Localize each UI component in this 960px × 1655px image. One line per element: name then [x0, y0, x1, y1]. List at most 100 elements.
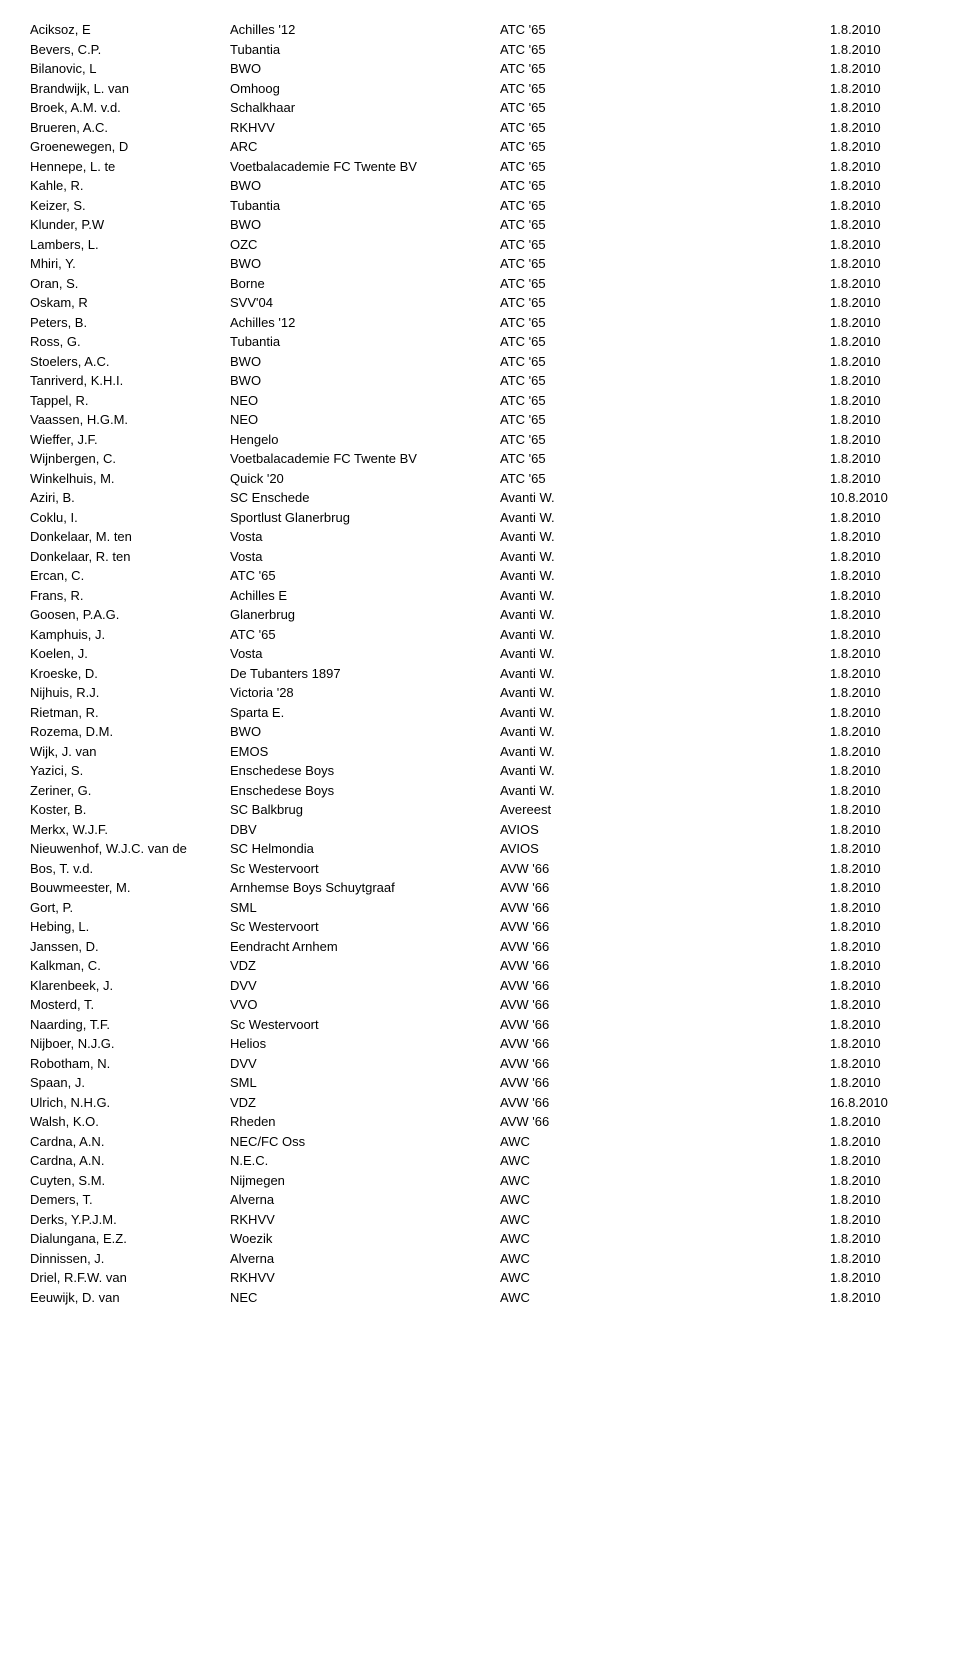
- transfer-date: 1.8.2010: [830, 196, 930, 216]
- table-row: Cuyten, S.M.NijmegenAWC1.8.2010: [30, 1171, 930, 1191]
- transfer-date: 1.8.2010: [830, 586, 930, 606]
- to-team: Avanti W.: [500, 605, 830, 625]
- to-team: AWC: [500, 1229, 830, 1249]
- player-name: Broek, A.M. v.d.: [30, 98, 230, 118]
- transfer-date: 1.8.2010: [830, 625, 930, 645]
- to-team: ATC '65: [500, 254, 830, 274]
- from-club: N.E.C.: [230, 1151, 500, 1171]
- transfer-date: 1.8.2010: [830, 449, 930, 469]
- transfer-date: 1.8.2010: [830, 1112, 930, 1132]
- transfer-date: 1.8.2010: [830, 781, 930, 801]
- player-name: Dialungana, E.Z.: [30, 1229, 230, 1249]
- player-name: Oskam, R: [30, 293, 230, 313]
- from-club: BWO: [230, 722, 500, 742]
- player-name: Bevers, C.P.: [30, 40, 230, 60]
- transfer-date: 1.8.2010: [830, 410, 930, 430]
- from-club: Helios: [230, 1034, 500, 1054]
- player-name: Lambers, L.: [30, 235, 230, 255]
- player-name: Stoelers, A.C.: [30, 352, 230, 372]
- to-team: Avanti W.: [500, 761, 830, 781]
- to-team: AVW '66: [500, 878, 830, 898]
- transfer-date: 1.8.2010: [830, 1034, 930, 1054]
- to-team: AVW '66: [500, 1093, 830, 1113]
- from-club: VDZ: [230, 956, 500, 976]
- from-club: DVV: [230, 976, 500, 996]
- to-team: ATC '65: [500, 430, 830, 450]
- player-name: Koelen, J.: [30, 644, 230, 664]
- table-row: Demers, T.AlvernaAWC1.8.2010: [30, 1190, 930, 1210]
- from-club: SML: [230, 898, 500, 918]
- to-team: ATC '65: [500, 332, 830, 352]
- table-row: Winkelhuis, M.Quick '20ATC '651.8.2010: [30, 469, 930, 489]
- from-club: Arnhemse Boys Schuytgraaf: [230, 878, 500, 898]
- to-team: Avanti W.: [500, 644, 830, 664]
- table-row: Kroeske, D.De Tubanters 1897Avanti W.1.8…: [30, 664, 930, 684]
- to-team: ATC '65: [500, 313, 830, 333]
- player-name: Klunder, P.W: [30, 215, 230, 235]
- to-team: ATC '65: [500, 59, 830, 79]
- player-name: Koster, B.: [30, 800, 230, 820]
- to-team: AVW '66: [500, 1073, 830, 1093]
- transfer-table: Aciksoz, EAchilles '12ATC '651.8.2010Bev…: [30, 20, 930, 1307]
- to-team: Avanti W.: [500, 488, 830, 508]
- table-row: Tappel, R.NEOATC '651.8.2010: [30, 391, 930, 411]
- transfer-date: 1.8.2010: [830, 391, 930, 411]
- player-name: Bouwmeester, M.: [30, 878, 230, 898]
- table-row: Rietman, R.Sparta E.Avanti W.1.8.2010: [30, 703, 930, 723]
- player-name: Cardna, A.N.: [30, 1132, 230, 1152]
- to-team: AWC: [500, 1171, 830, 1191]
- player-name: Donkelaar, R. ten: [30, 547, 230, 567]
- from-club: ATC '65: [230, 625, 500, 645]
- player-name: Hennepe, L. te: [30, 157, 230, 177]
- from-club: Voetbalacademie FC Twente BV: [230, 157, 500, 177]
- from-club: Voetbalacademie FC Twente BV: [230, 449, 500, 469]
- table-row: Driel, R.F.W. vanRKHVVAWC1.8.2010: [30, 1268, 930, 1288]
- table-row: Klunder, P.WBWOATC '651.8.2010: [30, 215, 930, 235]
- to-team: AVIOS: [500, 820, 830, 840]
- to-team: Avanti W.: [500, 742, 830, 762]
- player-name: Demers, T.: [30, 1190, 230, 1210]
- to-team: Avereest: [500, 800, 830, 820]
- player-name: Wieffer, J.F.: [30, 430, 230, 450]
- transfer-date: 1.8.2010: [830, 254, 930, 274]
- transfer-date: 1.8.2010: [830, 20, 930, 40]
- table-row: Bevers, C.P.TubantiaATC '651.8.2010: [30, 40, 930, 60]
- to-team: ATC '65: [500, 40, 830, 60]
- player-name: Ercan, C.: [30, 566, 230, 586]
- to-team: AWC: [500, 1132, 830, 1152]
- to-team: ATC '65: [500, 196, 830, 216]
- transfer-date: 1.8.2010: [830, 1210, 930, 1230]
- to-team: AVW '66: [500, 917, 830, 937]
- player-name: Kalkman, C.: [30, 956, 230, 976]
- to-team: AWC: [500, 1151, 830, 1171]
- player-name: Ross, G.: [30, 332, 230, 352]
- to-team: ATC '65: [500, 118, 830, 138]
- transfer-date: 1.8.2010: [830, 839, 930, 859]
- to-team: ATC '65: [500, 79, 830, 99]
- to-team: AVW '66: [500, 1112, 830, 1132]
- to-team: ATC '65: [500, 391, 830, 411]
- table-row: Coklu, I.Sportlust GlanerbrugAvanti W.1.…: [30, 508, 930, 528]
- to-team: ATC '65: [500, 215, 830, 235]
- from-club: Victoria '28: [230, 683, 500, 703]
- from-club: De Tubanters 1897: [230, 664, 500, 684]
- from-club: BWO: [230, 352, 500, 372]
- to-team: AWC: [500, 1249, 830, 1269]
- table-row: Brueren, A.C.RKHVVATC '651.8.2010: [30, 118, 930, 138]
- player-name: Tanriverd, K.H.I.: [30, 371, 230, 391]
- from-club: Vosta: [230, 547, 500, 567]
- table-row: Broek, A.M. v.d.SchalkhaarATC '651.8.201…: [30, 98, 930, 118]
- from-club: BWO: [230, 371, 500, 391]
- table-row: Wieffer, J.F.HengeloATC '651.8.2010: [30, 430, 930, 450]
- table-row: Groenewegen, DARCATC '651.8.2010: [30, 137, 930, 157]
- from-club: Quick '20: [230, 469, 500, 489]
- from-club: Sportlust Glanerbrug: [230, 508, 500, 528]
- from-club: SC Enschede: [230, 488, 500, 508]
- transfer-date: 1.8.2010: [830, 703, 930, 723]
- table-row: Aziri, B.SC EnschedeAvanti W.10.8.2010: [30, 488, 930, 508]
- table-row: Goosen, P.A.G.GlanerbrugAvanti W.1.8.201…: [30, 605, 930, 625]
- table-row: Peters, B.Achilles '12ATC '651.8.2010: [30, 313, 930, 333]
- table-row: Keizer, S.TubantiaATC '651.8.2010: [30, 196, 930, 216]
- player-name: Mhiri, Y.: [30, 254, 230, 274]
- table-row: Donkelaar, R. tenVostaAvanti W.1.8.2010: [30, 547, 930, 567]
